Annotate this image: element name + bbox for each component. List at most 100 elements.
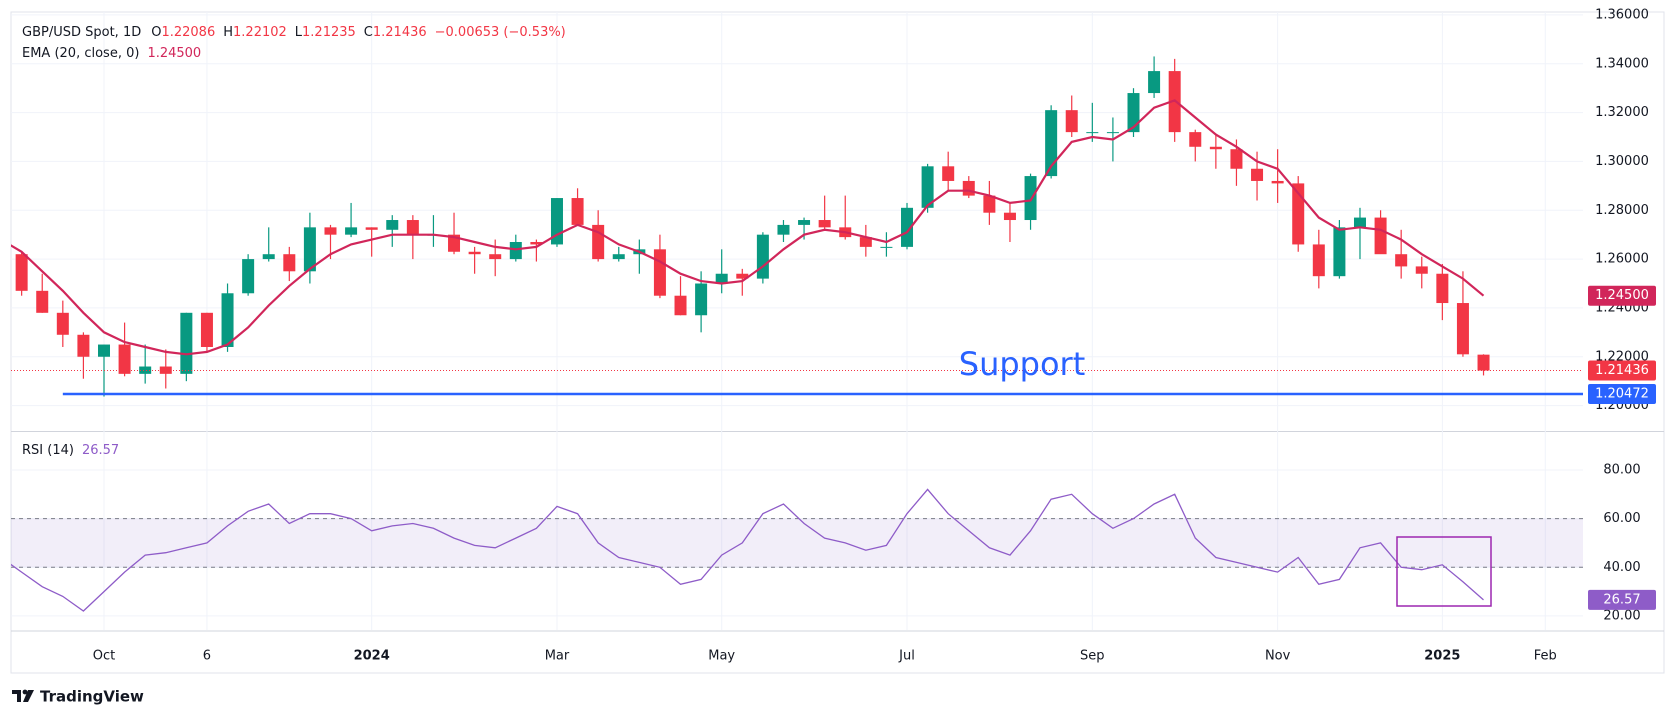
l-label: L [295,25,303,40]
rsi-value-label: 26.57 [1603,592,1640,607]
highlight-box [1396,536,1492,607]
logo-mark [12,690,21,702]
candle-body [283,254,296,272]
candle-body [118,344,131,374]
change: −0.00653 (−0.53%) [435,25,566,40]
last-price-box [1588,360,1656,381]
candle-body [1024,176,1037,221]
candle-body [1333,227,1346,277]
candle-body [962,180,975,196]
candle-body [1456,303,1469,355]
candle-body [221,293,234,347]
legend-rsi: RSI (14) 26.57 [22,443,119,458]
y-tick-label: 1.22000 [1595,349,1649,364]
support-value-label: 1.20472 [1595,387,1649,402]
frame [10,11,1665,674]
candle-body [0,230,7,254]
ema-value-label: 1.24500 [1595,288,1649,303]
logo-mark [23,690,34,702]
candle-body [695,283,708,316]
candle-body [1045,110,1058,177]
candle-body [1086,132,1099,134]
candle-body [777,224,790,235]
candle-body [1292,183,1305,245]
x-tick-label: Sep [1080,649,1105,664]
x-tick-label: 2025 [1424,649,1460,664]
candle-body [674,295,687,316]
candle-body [345,227,358,235]
candle-body [242,259,255,294]
candle-body [1065,110,1078,133]
candle-body [489,254,502,260]
candle-body [1374,217,1387,255]
c-label: C [364,25,373,40]
y-tick-label: 40.00 [1603,560,1640,575]
candle-body [736,273,749,279]
candle-body [15,254,28,291]
logo-dot [22,689,28,695]
rsi-value-box [1588,589,1656,610]
y-tick-label: 60.00 [1603,511,1640,526]
support-value-box [1588,384,1656,405]
rsi-band [11,518,1583,568]
candle-body [139,366,152,374]
candle-body [36,290,49,313]
candle-body [859,237,872,247]
candle-body [1189,132,1202,147]
legend-ema: EMA (20, close, 0) 1.24500 [22,46,201,61]
h-value: 1.22102 [233,25,287,40]
candle-body [303,227,316,272]
candle-body [1353,217,1366,228]
candle-body [818,220,831,228]
candle-body [509,241,522,260]
candle-body [901,207,914,247]
candle-body [1106,132,1119,134]
x-tick-label: 2024 [354,649,390,664]
ema-value: 1.24500 [147,46,201,61]
candle-body [1436,273,1449,304]
h-label: H [223,25,233,40]
candle-body [365,227,378,230]
rsi-line [11,488,1484,612]
x-tick-label: Feb [1534,649,1557,664]
l-value: 1.21235 [302,25,356,40]
x-tick-label: Jul [898,649,915,664]
y-tick-label: 1.30000 [1595,154,1649,169]
x-tick-label: Nov [1265,649,1291,664]
candle-body [1251,168,1264,181]
ema-line [11,99,1485,356]
candle-body [159,366,172,374]
last-price-label: 1.21436 [1595,363,1649,378]
candle-body [468,251,481,255]
candle-body [56,312,69,335]
candle-body [200,312,213,347]
candle-body [386,220,399,230]
x-tick-label: May [708,649,735,664]
x-tick-label: 6 [203,649,211,664]
o-label: O [151,25,161,40]
candle-body [1209,146,1222,150]
candle-body [653,249,666,296]
candle-body [1312,244,1325,277]
candle-body [324,227,337,235]
candle-body [1271,180,1284,184]
o-value: 1.22086 [161,25,215,40]
candle-body [798,220,811,225]
support-text: Support [959,345,1086,383]
y-tick-label: 1.28000 [1595,203,1649,218]
candle-body [262,254,275,260]
candle-body [530,241,543,245]
y-tick-label: 1.36000 [1595,7,1649,22]
symbol: GBP/USD Spot, 1D [22,25,141,40]
candle-body [880,246,893,248]
candle-body [77,334,90,357]
y-tick-label: 80.00 [1603,462,1640,477]
candle-body [612,254,625,260]
candle-body [1127,93,1140,133]
logo: TradingView [12,688,144,706]
ema-name: EMA (20, close, 0) [22,46,139,61]
ema-value-box [1588,285,1656,306]
y-tick-label: 20.00 [1603,608,1640,623]
